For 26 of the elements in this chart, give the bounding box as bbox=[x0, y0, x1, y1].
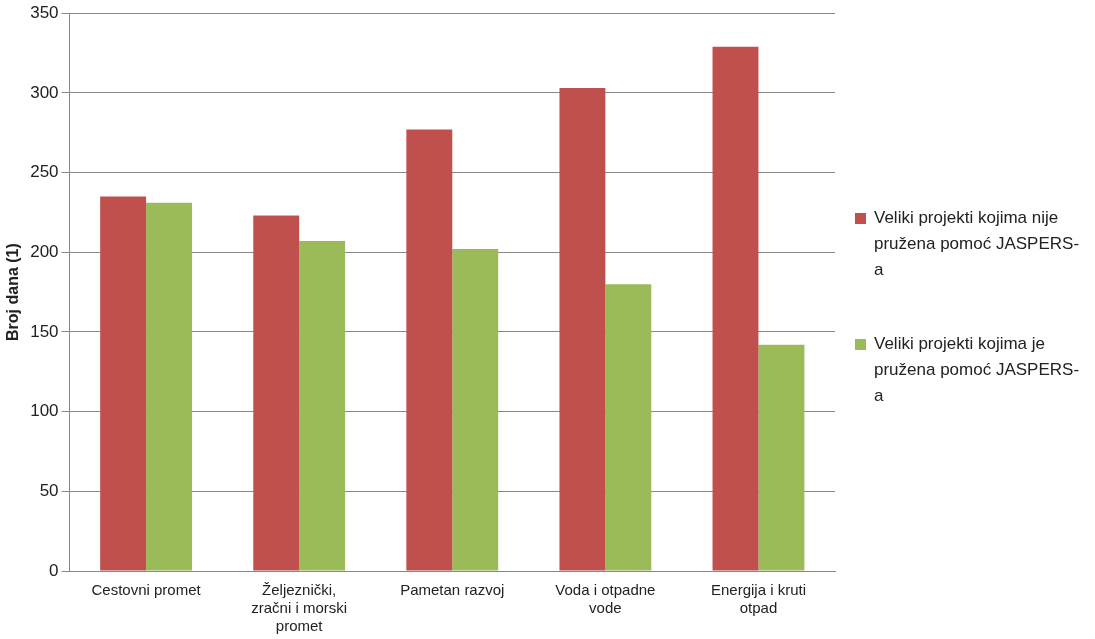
y-axis-title: Broj dana (1) bbox=[4, 243, 22, 341]
y-tick-label: 300 bbox=[30, 82, 59, 102]
bar bbox=[712, 46, 759, 571]
bar bbox=[605, 284, 652, 571]
bar bbox=[100, 196, 147, 571]
x-tick-label: Cestovni promet bbox=[91, 581, 202, 599]
x-tick-label: Željeznički, zračni i morski promet bbox=[251, 581, 348, 635]
bar bbox=[559, 88, 606, 571]
bar bbox=[452, 249, 499, 571]
bar bbox=[253, 215, 300, 571]
x-tick-label: Pametan razvoj bbox=[400, 581, 505, 599]
bar bbox=[299, 241, 346, 571]
y-tick-label: 0 bbox=[49, 560, 59, 580]
y-tick-label: 100 bbox=[30, 401, 59, 421]
y-tick-label: 250 bbox=[30, 162, 59, 182]
bar bbox=[406, 129, 453, 571]
y-tick-label: 50 bbox=[39, 481, 59, 500]
x-tick-label: Voda i otpadne vode bbox=[555, 581, 656, 617]
y-tick-label: 150 bbox=[30, 321, 59, 341]
legend-label: Veliki projekti kojima je pružena pomoć JASPERS-a bbox=[874, 333, 1081, 407]
bar bbox=[146, 202, 193, 571]
legend-label: Veliki projekti kojima nije pružena pomoć JASPERS-a bbox=[874, 207, 1081, 281]
x-tick-label: Energija i kruti otpad bbox=[710, 581, 806, 617]
y-tick-label: 350 bbox=[30, 2, 59, 22]
y-tick-label: 200 bbox=[30, 241, 59, 261]
bar bbox=[758, 344, 805, 571]
